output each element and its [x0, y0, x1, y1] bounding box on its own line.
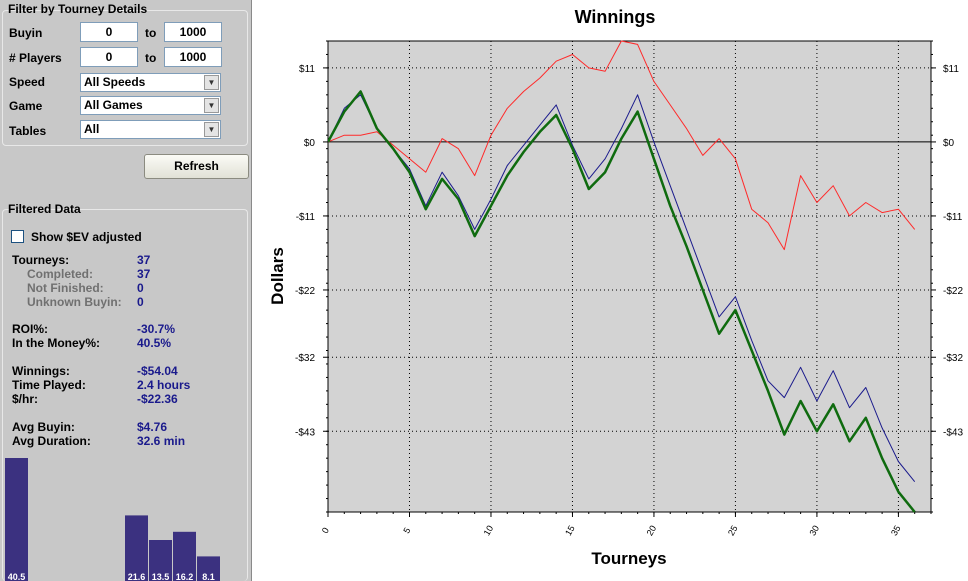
x-tick-label: 25	[726, 524, 740, 538]
speed-label: Speed	[9, 75, 46, 89]
x-tick-label: 5	[401, 526, 412, 535]
speed-select[interactable]: All Speeds ▼	[80, 73, 221, 92]
x-tick-label: 35	[889, 524, 903, 538]
x-axis-label: Tourneys	[591, 549, 666, 568]
stat-value: 37	[137, 267, 151, 281]
sidebar: Filter by Tourney Details Buyin 0 to 100…	[0, 0, 252, 581]
stat-label: Unknown Buyin:	[27, 295, 122, 309]
x-tick-label: 20	[645, 524, 659, 538]
chart-title: Winnings	[575, 7, 656, 27]
buyin-to-input[interactable]: 1000	[164, 22, 222, 42]
buyin-from-input[interactable]: 0	[80, 22, 138, 42]
chevron-down-icon[interactable]: ▼	[204, 122, 219, 137]
y-tick-label-right: $11	[943, 64, 959, 75]
histogram-bar	[125, 515, 148, 581]
chevron-down-icon[interactable]: ▼	[204, 98, 219, 113]
stat-value: 0	[137, 295, 144, 309]
stat-label: Winnings:	[12, 364, 70, 378]
stat-label: ROI%:	[12, 322, 48, 336]
plot-area	[327, 40, 932, 513]
stat-label: Tourneys:	[12, 253, 70, 267]
refresh-button[interactable]: Refresh	[144, 154, 249, 179]
ev-adjusted-checkbox[interactable]	[11, 230, 24, 243]
filtered-data-group	[2, 209, 248, 581]
players-to-input[interactable]: 1000	[164, 47, 222, 67]
stat-value: 0	[137, 281, 144, 295]
buyin-to-label: to	[145, 26, 157, 40]
stat-label: Not Finished:	[27, 281, 104, 295]
stat-label: Time Played:	[12, 378, 86, 392]
histogram-bar	[149, 540, 172, 581]
histogram-bar-label: 8.1	[202, 572, 215, 581]
players-to-label: to	[145, 51, 157, 65]
buyin-label: Buyin	[9, 26, 43, 40]
x-tick-label: 30	[807, 524, 821, 538]
players-from-input[interactable]: 0	[80, 47, 138, 67]
histogram-bar-label: 13.5	[152, 572, 170, 581]
stat-value: 2.4 hours	[137, 378, 191, 392]
y-tick-label: -$11	[296, 212, 316, 223]
game-select-value: All Games	[84, 98, 143, 112]
series-line-2	[328, 90, 916, 513]
series-line-1	[328, 94, 916, 483]
stat-label: Completed:	[27, 267, 93, 281]
stat-value: -$54.04	[137, 364, 178, 378]
y-axis-label: Dollars	[268, 247, 287, 305]
ev-adjusted-label[interactable]: Show $EV adjusted	[31, 230, 142, 244]
filter-group-title: Filter by Tourney Details	[8, 2, 148, 16]
players-label: # Players	[9, 51, 62, 65]
y-tick-label-right: -$32	[943, 353, 963, 364]
tables-select-value: All	[84, 122, 100, 136]
stat-value: $4.76	[137, 420, 168, 434]
y-tick-label-right: -$22	[943, 286, 963, 297]
y-tick-label-right: -$43	[943, 427, 963, 438]
y-tick-label-right: -$11	[943, 212, 963, 223]
filter-group	[2, 10, 248, 146]
y-tick-label: $0	[304, 138, 316, 149]
stat-value: 37	[137, 253, 151, 267]
stat-label: Avg Buyin:	[12, 420, 75, 434]
buyin-histogram: 40.5 21.6 13.5 16.2 8.1	[5, 458, 220, 581]
histogram-bar	[5, 458, 28, 581]
tables-select[interactable]: All ▼	[80, 120, 221, 139]
x-tick-label: 10	[482, 524, 496, 538]
game-select[interactable]: All Games ▼	[80, 96, 221, 115]
histogram-bar	[197, 556, 220, 581]
x-tick-label: 0	[320, 526, 331, 535]
x-tick-label: 15	[563, 524, 577, 538]
chevron-down-icon[interactable]: ▼	[204, 75, 219, 90]
histogram-bar-label: 16.2	[176, 572, 194, 581]
y-tick-label: -$22	[295, 286, 315, 297]
y-tick-label-right: $0	[943, 138, 955, 149]
stat-label: $/hr:	[12, 392, 39, 406]
stat-value: 32.6 min	[137, 434, 186, 448]
histogram-bar	[173, 531, 196, 581]
histogram-bar-label: 40.5	[8, 572, 26, 581]
winnings-chart: Winnings Tourneys Dollars $11 $11 $0 $0 -$11 -$1…	[268, 7, 963, 568]
y-tick-label: -$43	[295, 427, 315, 438]
histogram-bar-label: 21.6	[128, 572, 146, 581]
stat-label: Avg Duration:	[12, 434, 91, 448]
speed-select-value: All Speeds	[84, 75, 146, 89]
y-tick-label: $11	[299, 64, 315, 75]
tables-label: Tables	[9, 124, 47, 138]
series-line-0	[328, 40, 916, 251]
stat-value: 40.5%	[137, 336, 172, 350]
stat-value: -$22.36	[137, 392, 178, 406]
stat-value: -30.7%	[137, 322, 176, 336]
game-label: Game	[9, 99, 43, 113]
y-tick-label: -$32	[295, 353, 315, 364]
filtered-data-title: Filtered Data	[8, 202, 81, 216]
stat-label: In the Money%:	[12, 336, 101, 350]
